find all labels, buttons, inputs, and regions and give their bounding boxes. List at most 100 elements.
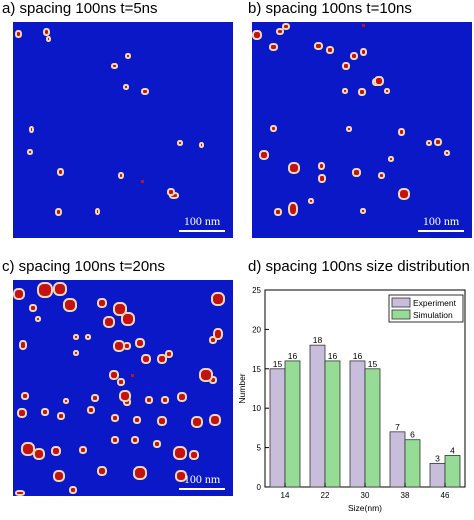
grain <box>141 88 149 95</box>
grain <box>358 88 366 96</box>
experiment-bar <box>269 368 286 488</box>
scale-label-a: 100 nm <box>183 214 221 228</box>
grain <box>384 88 390 94</box>
scale-bar-b: 100 nm <box>418 214 464 232</box>
grain <box>79 446 87 454</box>
experiment-bar <box>389 431 406 488</box>
grain <box>51 446 61 456</box>
grain <box>87 406 95 414</box>
grain <box>113 340 125 352</box>
grain <box>199 142 204 148</box>
grain <box>360 208 366 214</box>
panel-b-title: b) spacing 100ns t=10ns <box>248 0 412 17</box>
grain <box>123 84 129 90</box>
grain <box>318 162 325 170</box>
grain <box>17 408 27 418</box>
grain <box>19 340 27 350</box>
experiment-bar <box>429 462 446 488</box>
grain <box>63 398 69 404</box>
bar-value-label: 16 <box>353 351 363 361</box>
grain <box>133 416 141 424</box>
grain <box>53 470 65 482</box>
grain <box>95 208 100 215</box>
grain <box>141 354 151 364</box>
grain <box>165 350 173 358</box>
legend-swatch <box>391 297 411 308</box>
grain <box>15 490 25 496</box>
grain <box>37 282 53 298</box>
x-tick-label: 46 <box>441 491 450 500</box>
grain <box>119 390 131 402</box>
grain <box>29 304 37 312</box>
grain <box>111 436 119 444</box>
simulation-bar <box>324 360 341 488</box>
grain <box>252 30 262 40</box>
grain-nucleus <box>131 374 134 377</box>
experiment-bar <box>309 344 326 488</box>
grain <box>121 312 135 326</box>
scale-bar-a: 100 nm <box>179 214 225 232</box>
grain <box>73 334 79 340</box>
grain <box>276 28 284 35</box>
scale-label-b: 100 nm <box>422 214 460 228</box>
bar-value-label: 15 <box>273 359 283 369</box>
grain <box>118 172 124 179</box>
grain <box>57 168 64 176</box>
x-tick-label: 14 <box>281 491 290 500</box>
grain <box>85 334 91 340</box>
grain-nucleus <box>362 24 365 27</box>
grain <box>274 208 282 216</box>
grain <box>342 88 348 94</box>
microstructure-panel-b: 100 nm <box>252 22 472 238</box>
grain <box>157 354 167 364</box>
grain <box>259 150 269 160</box>
grain <box>426 140 432 146</box>
grain <box>346 126 352 132</box>
grain <box>398 128 405 136</box>
panel-c-title: c) spacing 100ns t=20ns <box>2 258 166 275</box>
grain <box>35 316 41 322</box>
bar-value-label: 6 <box>410 430 415 440</box>
y-tick-label: 10 <box>252 404 261 413</box>
grain <box>113 302 127 316</box>
x-tick-label: 22 <box>321 491 330 500</box>
grain <box>21 442 35 456</box>
microstructure-panel-c: 100 nm <box>13 280 233 496</box>
y-tick-label: 25 <box>252 286 261 295</box>
grain <box>157 416 167 426</box>
grain <box>388 156 394 162</box>
scale-line-a <box>179 230 225 232</box>
grain <box>175 470 187 482</box>
grain <box>73 350 79 356</box>
grain <box>55 208 62 216</box>
grain <box>133 466 147 480</box>
simulation-bar <box>364 368 381 488</box>
simulation-bar <box>284 360 301 488</box>
y-tick-label: 20 <box>252 325 261 334</box>
simulation-bar <box>404 439 421 488</box>
grain <box>352 168 361 177</box>
grain <box>15 30 22 38</box>
bar-value-label: 3 <box>435 453 440 463</box>
legend-label: Simulation <box>413 310 453 320</box>
grain <box>374 76 384 86</box>
bar-value-label: 16 <box>288 351 298 361</box>
grain <box>209 414 221 426</box>
grain <box>269 43 278 51</box>
grain <box>43 28 50 36</box>
experiment-bar <box>349 360 366 488</box>
grain <box>167 188 175 196</box>
y-tick-label: 0 <box>257 483 262 492</box>
grain <box>288 202 298 216</box>
x-tick-label: 30 <box>361 491 370 500</box>
grain <box>27 149 33 155</box>
grain <box>199 368 213 382</box>
grain <box>444 150 450 156</box>
grain <box>434 138 442 146</box>
grain <box>314 42 323 50</box>
grain <box>282 23 290 30</box>
grain <box>326 46 334 54</box>
grain <box>53 282 67 296</box>
grain <box>189 450 199 460</box>
grain <box>153 440 161 448</box>
